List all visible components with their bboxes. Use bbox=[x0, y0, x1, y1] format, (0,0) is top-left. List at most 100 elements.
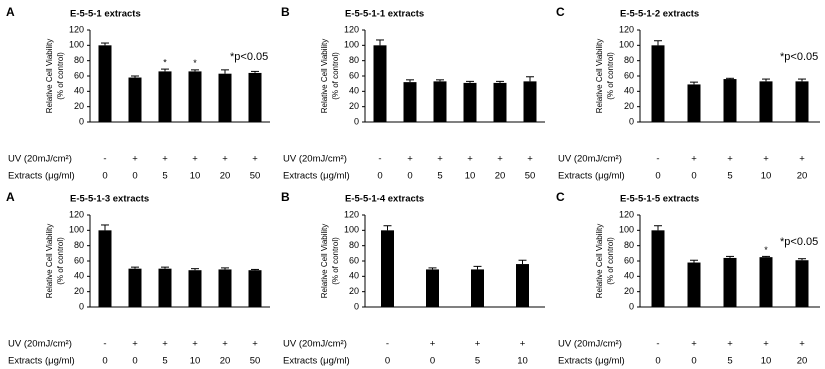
chart-title: E-5-5-1-1 extracts bbox=[345, 9, 424, 20]
y-tick-label: 0 bbox=[629, 116, 634, 126]
error-bar bbox=[762, 255, 770, 258]
x-tick-label: 10 bbox=[517, 356, 528, 367]
y-axis-label: (% of control) bbox=[56, 52, 65, 100]
y-tick-label: 0 bbox=[354, 116, 359, 126]
error-bar bbox=[131, 266, 139, 269]
bar bbox=[759, 257, 773, 307]
x-tick-label: 20 bbox=[495, 171, 506, 182]
error-bar bbox=[191, 268, 199, 271]
uv-label: + bbox=[799, 339, 805, 350]
x-tick-label: 0 bbox=[691, 356, 696, 367]
row-label: Extracts (μg/ml) bbox=[283, 356, 350, 367]
row-label: Extracts (μg/ml) bbox=[8, 171, 75, 182]
y-axis-label: Relative Cell Viability bbox=[595, 39, 604, 114]
y-tick-label: 80 bbox=[74, 55, 84, 65]
bar bbox=[218, 269, 232, 307]
annotation: *p<0.05 bbox=[230, 51, 268, 63]
chart-title: E-5-5-1-5 extracts bbox=[620, 194, 699, 205]
bar bbox=[687, 84, 701, 122]
panel-letter: B bbox=[281, 190, 290, 204]
panel-letter: B bbox=[281, 5, 290, 19]
uv-label: + bbox=[763, 154, 769, 165]
bar bbox=[723, 257, 737, 307]
y-tick-label: 80 bbox=[349, 240, 359, 250]
uv-label: + bbox=[252, 339, 258, 350]
x-tick-label: 0 bbox=[102, 356, 107, 367]
uv-label: + bbox=[799, 154, 805, 165]
error-bar bbox=[466, 80, 474, 83]
error-bar bbox=[161, 266, 169, 269]
y-tick-label: 20 bbox=[624, 286, 634, 296]
panel-letter: A bbox=[6, 5, 15, 19]
error-bar bbox=[251, 70, 259, 73]
bar bbox=[687, 262, 701, 307]
error-bar bbox=[526, 76, 534, 82]
y-tick-label: 0 bbox=[79, 116, 84, 126]
uv-label: + bbox=[132, 154, 138, 165]
y-tick-label: 60 bbox=[74, 70, 84, 80]
y-axis-label: Relative Cell Viability bbox=[595, 224, 604, 299]
y-axis-label: (% of control) bbox=[606, 237, 615, 285]
y-tick-label: 20 bbox=[74, 286, 84, 296]
y-tick-label: 40 bbox=[349, 271, 359, 281]
y-tick-label: 0 bbox=[79, 301, 84, 311]
y-tick-label: 80 bbox=[624, 240, 634, 250]
chart-title: E-5-5-1-2 extracts bbox=[620, 9, 699, 20]
bar bbox=[795, 81, 809, 122]
bar bbox=[128, 268, 142, 307]
y-tick-label: 40 bbox=[74, 271, 84, 281]
error-bar bbox=[428, 267, 437, 270]
row-label: UV (20mJ/cm²) bbox=[558, 154, 622, 165]
panel-letter: C bbox=[556, 5, 565, 19]
row-label: UV (20mJ/cm²) bbox=[8, 154, 72, 165]
bar bbox=[98, 230, 112, 307]
row-label: UV (20mJ/cm²) bbox=[8, 339, 72, 350]
error-bar bbox=[221, 267, 229, 270]
bar bbox=[463, 82, 477, 122]
bar bbox=[516, 264, 529, 307]
bar bbox=[188, 270, 202, 307]
uv-label: + bbox=[475, 339, 481, 350]
y-tick-label: 0 bbox=[354, 301, 359, 311]
x-tick-label: 10 bbox=[190, 171, 201, 182]
x-tick-label: 10 bbox=[190, 356, 201, 367]
y-tick-label: 40 bbox=[349, 86, 359, 96]
error-bar bbox=[798, 78, 806, 82]
x-tick-label: 10 bbox=[761, 171, 772, 182]
x-tick-label: 50 bbox=[250, 171, 261, 182]
error-bar bbox=[726, 255, 734, 258]
error-bar bbox=[654, 40, 662, 46]
chart-title: E-5-5-1-3 extracts bbox=[70, 194, 149, 205]
y-axis-label: (% of control) bbox=[331, 52, 340, 100]
y-axis-label: Relative Cell Viability bbox=[320, 224, 329, 299]
row-label: Extracts (μg/ml) bbox=[283, 171, 350, 182]
y-tick-label: 20 bbox=[349, 101, 359, 111]
y-tick-label: 100 bbox=[619, 40, 634, 50]
error-bar bbox=[654, 225, 662, 231]
bar bbox=[795, 260, 809, 307]
y-tick-label: 120 bbox=[69, 24, 84, 34]
error-bar bbox=[131, 75, 139, 78]
y-tick-label: 100 bbox=[69, 40, 84, 50]
y-tick-label: 60 bbox=[624, 70, 634, 80]
bar bbox=[433, 81, 447, 122]
y-tick-label: 60 bbox=[349, 255, 359, 265]
uv-label: - bbox=[656, 339, 659, 350]
bar bbox=[651, 45, 665, 123]
uv-label: + bbox=[763, 339, 769, 350]
uv-label: + bbox=[222, 154, 228, 165]
y-tick-label: 100 bbox=[619, 225, 634, 235]
x-tick-label: 20 bbox=[220, 171, 231, 182]
error-bar bbox=[161, 68, 169, 72]
y-tick-label: 20 bbox=[74, 101, 84, 111]
error-bar bbox=[798, 258, 806, 261]
y-tick-label: 100 bbox=[69, 225, 84, 235]
y-tick-label: 120 bbox=[344, 24, 359, 34]
y-tick-label: 120 bbox=[619, 209, 634, 219]
y-tick-label: 80 bbox=[74, 240, 84, 250]
uv-label: + bbox=[497, 154, 503, 165]
row-label: Extracts (μg/ml) bbox=[8, 356, 75, 367]
panel-letter: C bbox=[556, 190, 565, 204]
y-tick-label: 40 bbox=[624, 271, 634, 281]
uv-label: + bbox=[407, 154, 413, 165]
